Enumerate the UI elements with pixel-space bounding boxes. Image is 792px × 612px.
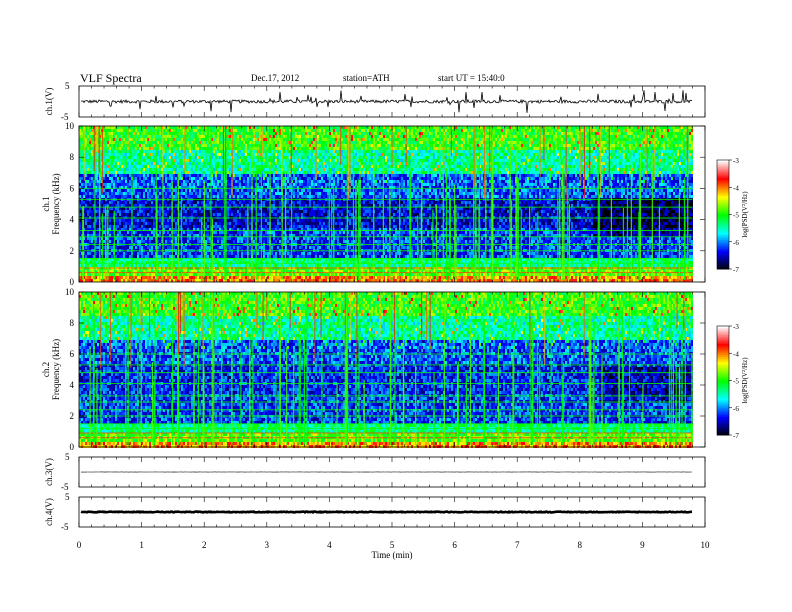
y-axis-label: ch.3(V) [44,458,54,486]
y-tick-label: 5 [65,81,70,91]
colorbar-tick-label: -7 [733,266,739,274]
y-tick-label: 8 [70,318,75,328]
colorbar-tick-label: -3 [733,323,739,331]
y-tick-label: 2 [70,246,75,256]
x-axis-label: Time (min) [372,550,413,560]
x-tick-label: 5 [390,540,395,550]
colorbar-tick-label: -4 [733,350,739,358]
x-tick-label: 6 [452,540,457,550]
y-tick-label: 0 [70,442,75,452]
colorbar [717,160,729,270]
y-tick-label: 10 [65,121,75,131]
y-axis-label: ch.4(V) [44,498,54,526]
colorbar-tick-label: -6 [733,239,739,247]
y-tick-label: -5 [61,482,69,492]
colorbar-tick-label: -5 [733,212,739,220]
x-tick-label: 1 [139,540,144,550]
x-tick-label: 7 [515,540,520,550]
vlf-figure: 5-5ch.1(V)0246810ch.1 Frequency (kHz)-3-4… [0,0,792,612]
y-tick-label: 0 [70,277,75,287]
y-axis-label: Frequency (kHz) [51,339,61,400]
y-tick-label: 4 [70,380,75,390]
colorbar-tick-label: -4 [733,184,739,192]
x-tick-label: 2 [202,540,207,550]
colorbar-tick-label: -3 [733,157,739,165]
x-tick-label: 8 [578,540,583,550]
y-axis-label: ch.1 [41,196,51,211]
ch1-waveform-line [81,90,692,113]
colorbar-tick-label: -5 [733,378,739,386]
colorbar-label: log(PSD(V²/Hz) [741,191,749,238]
x-tick-label: 4 [327,540,332,550]
colorbar [717,326,729,436]
x-tick-label: 3 [265,540,270,550]
colorbar-tick-label: -6 [733,405,739,413]
y-tick-label: 8 [70,152,75,162]
ch2-spectrogram [79,292,693,448]
y-tick-label: -5 [61,522,69,532]
y-tick-label: 4 [70,215,75,225]
y-tick-label: 5 [65,492,70,502]
x-tick-label: 9 [640,540,645,550]
colorbar-label: log(PSD(V²/Hz) [741,357,749,404]
y-tick-label: 2 [70,411,75,421]
y-axis-label: ch.2 [41,362,51,377]
x-tick-label: 0 [77,540,82,550]
y-tick-label: 6 [70,349,75,359]
y-tick-label: 10 [65,287,75,297]
ch4-waveform-line [81,512,692,513]
ch1-spectrogram [79,126,693,282]
y-tick-label: 6 [70,183,75,193]
y-tick-label: 5 [65,452,70,462]
x-tick-label: 10 [701,540,711,550]
colorbar-tick-label: -7 [733,432,739,440]
y-axis-label: Frequency (kHz) [51,173,61,234]
y-axis-label: ch.1(V) [44,88,54,116]
